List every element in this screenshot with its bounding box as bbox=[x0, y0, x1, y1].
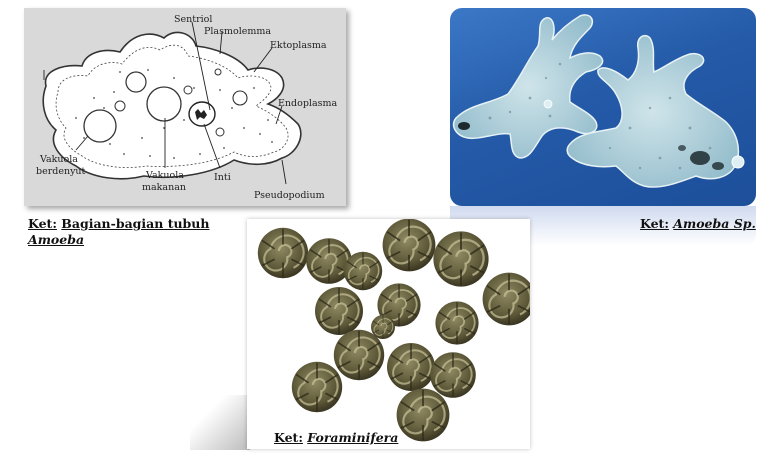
caption-photo-italic: Amoeba Sp. bbox=[673, 216, 756, 231]
ektoplasma-boundary bbox=[55, 44, 289, 168]
vakuola-small-6 bbox=[214, 68, 222, 76]
caption-diagram-text: Bagian-bagian tubuh bbox=[61, 216, 210, 231]
vakuola-small-4 bbox=[183, 85, 193, 95]
label-plasmolemma: Plasmolemma bbox=[204, 26, 271, 37]
cell-granules bbox=[488, 62, 712, 170]
label-sentriol: Sentriol bbox=[174, 14, 212, 25]
vakuola-small-3 bbox=[114, 100, 126, 112]
leader-lines bbox=[43, 21, 287, 185]
amoeba-cell-right bbox=[566, 34, 740, 188]
amoeba-diagram: Sentriol Plasmolemma Ektoplasma Endoplas… bbox=[24, 8, 346, 206]
fora-photo-shadow bbox=[190, 395, 250, 450]
caption-diagram-line2: Amoeba bbox=[28, 232, 84, 247]
vakuola-small-5 bbox=[215, 127, 225, 137]
vakuola-berdenyut bbox=[83, 109, 117, 143]
vakuola-small-1 bbox=[125, 71, 147, 93]
label-vakuola-berdenyut-line1: Vakuola bbox=[39, 154, 78, 165]
foraminifera-cluster bbox=[256, 219, 530, 443]
label-ektoplasma: Ektoplasma bbox=[270, 40, 327, 51]
caption-diagram-italic: Amoeba bbox=[28, 232, 85, 247]
label-endoplasma: Endoplasma bbox=[278, 98, 338, 109]
amoeba-cell-left bbox=[452, 14, 604, 159]
label-vakuola-makanan-line2: makanan bbox=[142, 182, 186, 193]
amoeba-photo-svg bbox=[452, 14, 745, 188]
label-vakuola-makanan-line1: Vakuola bbox=[145, 170, 184, 181]
cell-inclusions bbox=[458, 122, 724, 170]
label-inti: Inti bbox=[214, 172, 231, 183]
caption-diagram: Ket: Bagian-bagian tubuh bbox=[28, 216, 209, 231]
endoplasm-granules bbox=[75, 69, 273, 159]
amoeba-photo bbox=[450, 8, 756, 206]
caption-fora-italic: Foraminifera bbox=[307, 430, 399, 445]
foraminifera-photo-svg bbox=[256, 219, 530, 443]
label-pseudopodium: Pseudopodium bbox=[254, 190, 325, 201]
vakuola-small-2 bbox=[232, 90, 248, 106]
caption-photo: Ket: Amoeba Sp. bbox=[640, 216, 756, 231]
photo-vacuole-2 bbox=[543, 99, 553, 109]
amoeba-diagram-svg: Sentriol Plasmolemma Ektoplasma Endoplas… bbox=[36, 14, 338, 201]
foraminifera-photo bbox=[247, 219, 530, 449]
inti-nucleus bbox=[188, 101, 216, 127]
caption-diagram-prefix: Ket: bbox=[28, 216, 57, 231]
caption-fora-prefix: Ket: bbox=[274, 430, 303, 445]
label-vakuola-berdenyut-line2: berdenyut bbox=[36, 166, 86, 177]
caption-photo-prefix: Ket: bbox=[640, 216, 669, 231]
caption-fora: Ket: Foraminifera bbox=[274, 430, 398, 445]
vakuola-makanan bbox=[146, 86, 182, 122]
photo-vacuole-1 bbox=[731, 155, 745, 169]
